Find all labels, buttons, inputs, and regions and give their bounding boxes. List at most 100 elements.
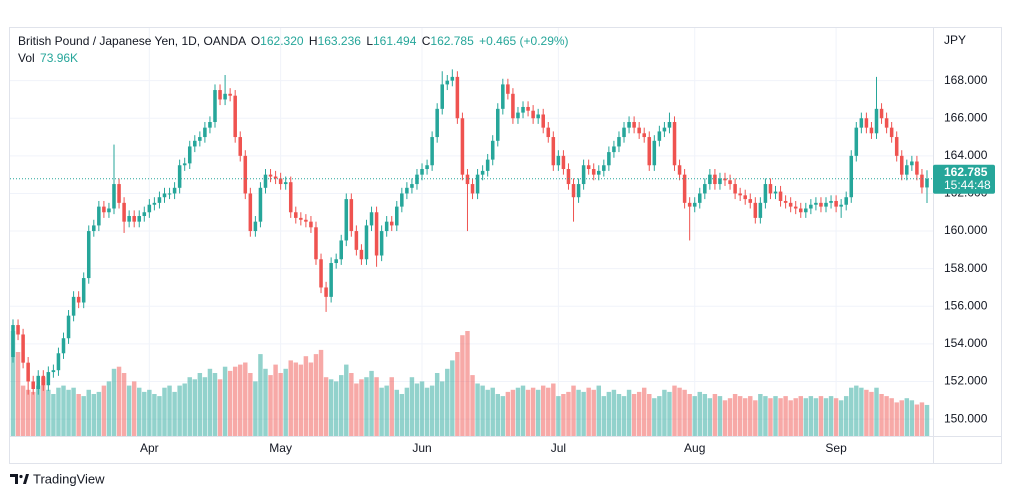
volume-bar: [137, 387, 142, 436]
volume-bar: [843, 396, 849, 436]
volume-bar: [591, 389, 596, 436]
candle-body: [591, 169, 596, 175]
volume-bar: [379, 387, 384, 436]
candle-layer: [11, 69, 929, 395]
candle-body: [682, 174, 687, 203]
candle-body: [763, 184, 768, 203]
volume-bar: [783, 396, 788, 436]
volume-bar: [243, 362, 248, 436]
volume-bar: [677, 387, 682, 436]
candle-body: [253, 221, 258, 232]
volume-bar: [147, 389, 152, 436]
volume-bar: [86, 389, 91, 436]
volume-bar: [207, 368, 213, 436]
candle-body: [829, 200, 833, 203]
volume-bar: [626, 389, 632, 436]
candle-body: [354, 231, 359, 250]
candle-body: [859, 118, 864, 128]
candle-body: [11, 325, 15, 358]
candle-body: [223, 93, 227, 100]
volume-bar: [571, 385, 576, 436]
candle-body: [475, 174, 480, 194]
volume-bar: [515, 387, 521, 436]
volume-bar: [56, 387, 61, 436]
volume-bar: [10, 331, 16, 436]
volume-bar: [838, 400, 844, 436]
candle-body: [541, 114, 545, 128]
candle-body: [884, 118, 889, 128]
candle-body: [506, 84, 510, 94]
volume-bar: [177, 385, 182, 436]
y-tick-label: 152.000: [944, 374, 988, 388]
candle-body: [723, 178, 727, 181]
candle-body: [445, 80, 450, 85]
volume-bar: [192, 379, 198, 436]
volume-bar: [540, 385, 546, 436]
volume-bar: [323, 377, 329, 436]
candle-body: [41, 375, 46, 386]
candle-body: [899, 155, 904, 175]
volume-bar: [732, 394, 738, 436]
last-price-label: 162.785: [944, 165, 988, 179]
volume-bar: [460, 335, 465, 436]
volume-bar: [490, 387, 495, 436]
candle-body: [622, 127, 626, 138]
candle-body: [112, 184, 116, 209]
candle-body: [536, 114, 540, 119]
candle-body: [566, 169, 571, 185]
volume-bar: [106, 381, 112, 436]
volume-bar: [621, 396, 627, 436]
volume-bar: [399, 394, 405, 436]
candle-body: [576, 184, 581, 198]
candle-body: [288, 182, 293, 213]
volume-bar: [833, 398, 839, 436]
volume-bar: [742, 398, 748, 436]
volume-bar: [566, 391, 571, 436]
volume-bar: [864, 389, 869, 436]
volume-bar: [25, 389, 31, 436]
volume-bar: [91, 394, 97, 436]
candle-body: [415, 174, 419, 185]
volume-bar: [101, 385, 107, 436]
candle-body: [607, 152, 611, 166]
volume-bar: [172, 391, 177, 436]
volume-bar: [126, 385, 132, 436]
candle-body: [586, 165, 591, 170]
candle-body: [652, 140, 657, 166]
candle-body: [299, 217, 303, 220]
volume-bar: [384, 385, 389, 436]
volume-bar: [455, 352, 460, 436]
volume-bar: [712, 394, 718, 436]
candle-body: [334, 259, 338, 264]
volume-bar: [283, 368, 288, 436]
volume-bar: [869, 391, 874, 436]
candle-body: [51, 370, 56, 373]
candle-body: [203, 127, 207, 138]
candle-body: [869, 127, 874, 134]
volume-bar: [753, 400, 758, 436]
volume-bar: [15, 352, 21, 436]
volume-bar: [36, 385, 41, 436]
volume-bar: [546, 387, 551, 436]
volume-bar: [879, 394, 884, 436]
symbol-title: British Pound / Japanese Yen, 1D, OANDA: [18, 34, 246, 48]
candle-body: [597, 170, 601, 175]
candle-body: [359, 249, 364, 260]
candle-body: [127, 216, 131, 222]
candle-body: [783, 200, 788, 203]
y-tick-label: 164.000: [944, 148, 988, 162]
volume-bar: [197, 373, 203, 436]
candle-body: [465, 174, 470, 185]
candle-body: [496, 108, 500, 141]
volume-bar: [576, 389, 581, 436]
candle-body: [809, 204, 813, 209]
volume-bar: [268, 375, 273, 436]
y-tick-label: 150.000: [944, 411, 988, 425]
candle-body: [273, 176, 278, 179]
candle-body: [905, 165, 909, 175]
candle-body: [142, 212, 147, 217]
currency-label: JPY: [944, 33, 966, 47]
ohlc-value: 163.236: [318, 34, 362, 48]
volume-bar: [278, 373, 283, 436]
candle-body: [889, 127, 894, 138]
